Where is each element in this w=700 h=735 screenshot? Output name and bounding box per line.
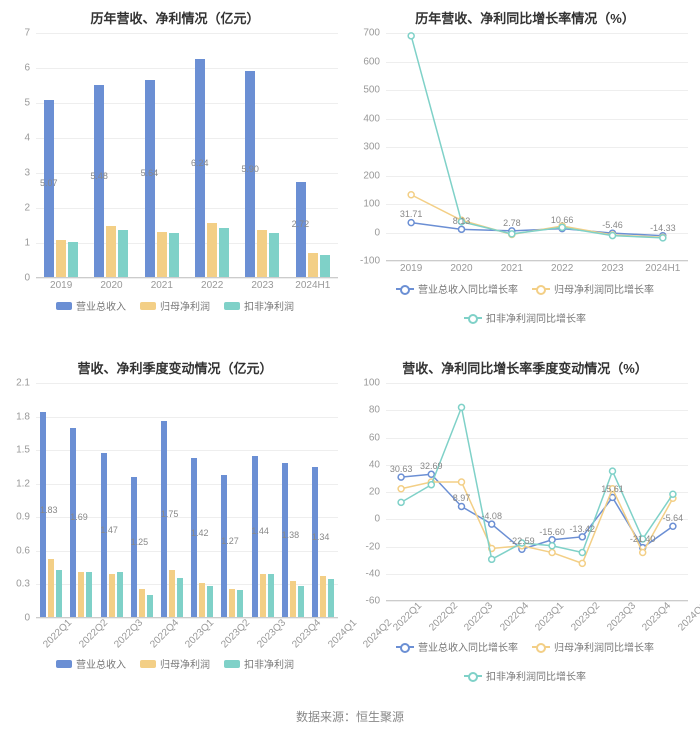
legend-item: 归母净利润: [140, 298, 210, 313]
bar: [44, 100, 54, 277]
legend-item: 营业总收入同比增长率: [396, 281, 518, 296]
bar: [78, 572, 84, 617]
panel-quarter-bar: 营收、净利季度变动情况（亿元） 00.30.60.91.21.51.82.11.…: [0, 350, 350, 700]
bar: [298, 586, 304, 617]
panel-annual-line: 历年营收、净利同比增长率情况（%） -100010020030040050060…: [350, 0, 700, 350]
legend-item: 归母净利润同比增长率: [532, 639, 654, 654]
bar: [101, 453, 107, 618]
chart2-title: 历年营收、净利同比增长率情况（%）: [356, 8, 694, 27]
bar: [147, 595, 153, 617]
bar: [260, 574, 266, 617]
legend-item: 归母净利润: [140, 656, 210, 671]
bar: [86, 572, 92, 617]
legend-item: 归母净利润同比增长率: [532, 281, 654, 296]
bar: [169, 570, 175, 617]
bar: [106, 226, 116, 277]
chart3-area: 00.30.60.91.21.51.82.11.831.691.471.251.…: [6, 383, 344, 680]
bar: [177, 578, 183, 617]
legend-item: 扣非净利润: [224, 298, 294, 313]
bar: [320, 255, 330, 277]
chart3-title: 营收、净利季度变动情况（亿元）: [6, 358, 344, 377]
chart2-area: -100010020030040050060070031.718.132.781…: [356, 33, 694, 321]
bar: [269, 233, 279, 277]
chart4-title: 营收、净利同比增长率季度变动情况（%）: [356, 358, 694, 377]
chart-grid: 历年营收、净利情况（亿元） 012345675.075.485.646.245.…: [0, 0, 700, 700]
bar: [109, 574, 115, 617]
data-source: 数据来源：恒生聚源: [0, 700, 700, 735]
chart1-area: 012345675.075.485.646.245.902.7220192020…: [6, 33, 344, 322]
legend-item: 营业总收入: [56, 656, 126, 671]
legend-item: 扣非净利润: [224, 656, 294, 671]
bar: [169, 233, 179, 277]
bar: [207, 586, 213, 617]
bar: [257, 230, 267, 277]
bar: [237, 590, 243, 617]
bar: [68, 242, 78, 277]
bar: [157, 232, 167, 278]
chart4-area: -60-40-2002040608010030.6332.698.97-4.08…: [356, 383, 694, 679]
bar: [312, 467, 318, 617]
bar: [245, 71, 255, 278]
bar: [40, 412, 46, 617]
bar: [199, 583, 205, 617]
bar: [268, 574, 274, 617]
chart1-title: 历年营收、净利情况（亿元）: [6, 8, 344, 27]
bar: [320, 576, 326, 617]
panel-quarter-line: 营收、净利同比增长率季度变动情况（%） -60-40-2002040608010…: [350, 350, 700, 700]
legend-item: 扣非净利润同比增长率: [464, 310, 586, 325]
bar: [290, 581, 296, 617]
legend-item: 营业总收入: [56, 298, 126, 313]
bar: [207, 223, 217, 277]
bar: [139, 589, 145, 617]
bar: [131, 477, 137, 617]
bar: [219, 228, 229, 277]
bar: [117, 572, 123, 617]
bar: [296, 182, 306, 277]
bar: [56, 240, 66, 277]
legend-item: 扣非净利润同比增长率: [464, 668, 586, 683]
bar: [229, 589, 235, 617]
bar: [328, 579, 334, 617]
panel-annual-bar: 历年营收、净利情况（亿元） 012345675.075.485.646.245.…: [0, 0, 350, 350]
bar: [48, 559, 54, 617]
bar: [56, 570, 62, 617]
bar: [118, 230, 128, 277]
legend-item: 营业总收入同比增长率: [396, 639, 518, 654]
bar: [308, 253, 318, 277]
